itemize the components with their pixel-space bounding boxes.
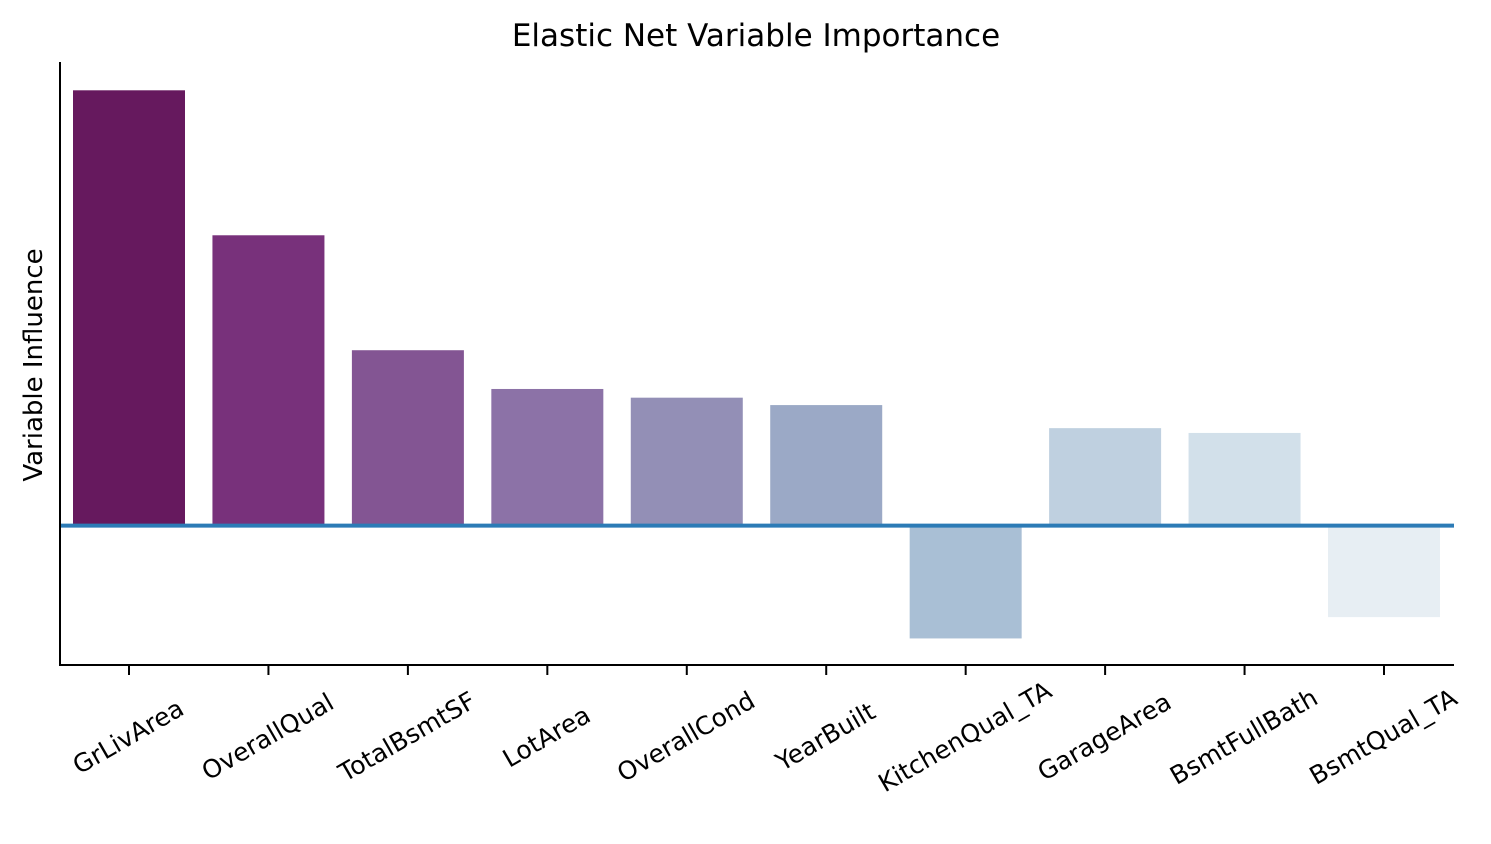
bar-YearBuilt bbox=[770, 405, 883, 526]
x-tick-label: OverallQual bbox=[197, 687, 339, 786]
bar-LotArea bbox=[491, 388, 604, 526]
x-tick-label: KitchenQual_TA bbox=[873, 675, 1056, 797]
bars-group bbox=[73, 90, 1440, 639]
bar-KitchenQual_TA bbox=[909, 525, 1022, 639]
x-tick-label: BsmtFullBath bbox=[1165, 683, 1323, 791]
bar-BsmtFullBath bbox=[1188, 432, 1301, 526]
bar-GarageArea bbox=[1049, 428, 1162, 526]
x-tick-label: GrLivArea bbox=[68, 693, 189, 780]
bar-OverallQual bbox=[212, 235, 325, 526]
chart-title: Elastic Net Variable Importance bbox=[512, 18, 1000, 54]
bar-BsmtQual_TA bbox=[1328, 525, 1440, 618]
bar-TotalBsmtSF bbox=[351, 350, 464, 526]
x-tick-label: BsmtQual_TA bbox=[1305, 683, 1462, 791]
x-tick-label: OverallCond bbox=[612, 686, 760, 788]
x-tick-label: LotArea bbox=[498, 700, 596, 773]
x-tick-label: TotalBsmtSF bbox=[333, 686, 481, 788]
x-tick-label: YearBuilt bbox=[770, 697, 880, 778]
bar-OverallCond bbox=[630, 397, 743, 526]
y-axis-label: Variable Influence bbox=[19, 248, 49, 481]
bar-GrLivArea bbox=[73, 90, 185, 526]
